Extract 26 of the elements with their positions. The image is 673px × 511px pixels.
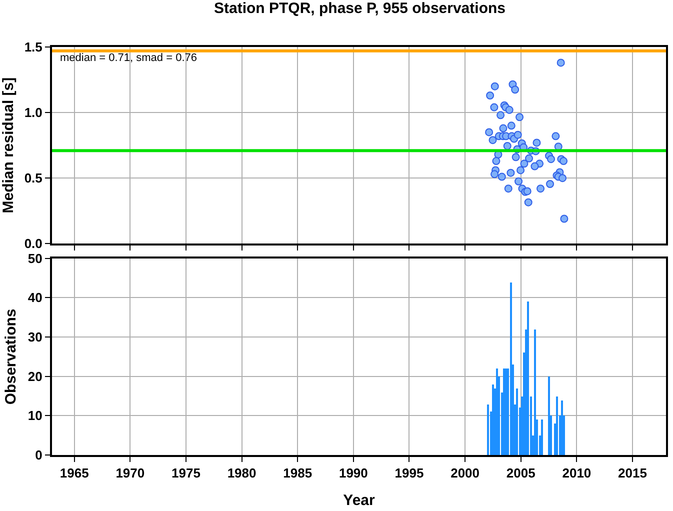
chart-title: Station PTQR, phase P, 955 observations bbox=[214, 0, 506, 17]
x-tick-label: 1990 bbox=[338, 466, 368, 481]
x-tick-label: 2015 bbox=[618, 466, 647, 481]
x-tick-label: 2010 bbox=[562, 466, 592, 481]
x-tick-label: 1975 bbox=[172, 466, 200, 481]
y-tick-label: 0 bbox=[35, 448, 42, 463]
y-tick-label: 10 bbox=[28, 408, 42, 424]
x-tick-label: 1980 bbox=[227, 466, 256, 481]
x-tick-label: 1995 bbox=[394, 466, 424, 481]
x-tick-label: 1985 bbox=[283, 466, 312, 481]
y-tick-label: 0.5 bbox=[24, 170, 42, 186]
x-tick-label: 2000 bbox=[450, 466, 480, 481]
x-tick-label: 1965 bbox=[60, 466, 89, 481]
x-tick-label: 1970 bbox=[116, 466, 145, 481]
y-tick-label: 1.0 bbox=[24, 105, 42, 120]
y-axis-title: Observations bbox=[2, 308, 20, 405]
y-tick-label: 0.0 bbox=[24, 236, 42, 252]
x-tick-label: 2005 bbox=[506, 466, 536, 481]
y-tick-label: 30 bbox=[28, 330, 42, 345]
y-tick-label: 20 bbox=[28, 368, 42, 384]
y-tick-label: 50 bbox=[28, 250, 42, 266]
y-tick-label: 1.5 bbox=[24, 40, 42, 55]
annotation: median = 0.71, smad = 0.76 bbox=[60, 52, 197, 64]
x-axis-title: Year bbox=[343, 492, 376, 510]
y-axis-title: Median residual [s] bbox=[0, 77, 17, 214]
y-tick-label: 40 bbox=[28, 290, 42, 306]
